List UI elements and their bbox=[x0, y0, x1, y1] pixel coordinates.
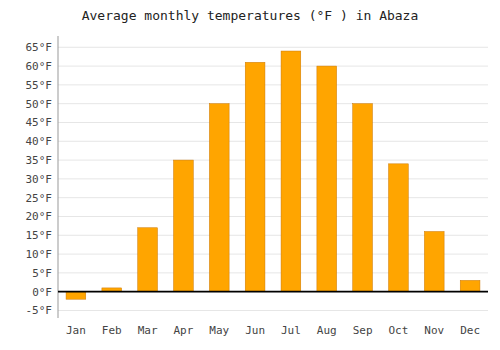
grid-line bbox=[58, 103, 488, 104]
grid-line bbox=[58, 178, 488, 179]
bar bbox=[353, 104, 373, 292]
page: {"chart_data": {"type": "bar", "title": … bbox=[0, 0, 500, 350]
bar bbox=[138, 228, 158, 292]
x-tick-label: Jul bbox=[281, 324, 301, 337]
bar bbox=[389, 164, 409, 292]
bar bbox=[460, 280, 480, 291]
y-tick-label: 5°F bbox=[32, 267, 52, 280]
grid bbox=[58, 47, 488, 310]
x-tick-label: Jan bbox=[66, 324, 86, 337]
x-tick-label: Jun bbox=[245, 324, 265, 337]
bar bbox=[209, 104, 229, 292]
x-tick-label: Feb bbox=[102, 324, 122, 337]
bars bbox=[66, 51, 480, 299]
y-tick-label: 35°F bbox=[26, 154, 53, 167]
title: Average monthly temperatures (°F ) in Ab… bbox=[82, 8, 419, 23]
y-tick-label: 40°F bbox=[26, 135, 53, 148]
x-tick-label: Apr bbox=[173, 324, 193, 337]
bar bbox=[245, 62, 265, 291]
grid-line bbox=[58, 197, 488, 198]
grid-line bbox=[58, 66, 488, 67]
x-tick-label: Nov bbox=[424, 324, 444, 337]
y-tick-label: 65°F bbox=[26, 41, 53, 54]
y-tick-label: 20°F bbox=[26, 210, 53, 223]
x-tick-label: Aug bbox=[317, 324, 337, 337]
grid-line bbox=[58, 160, 488, 161]
y-tick-label: 60°F bbox=[26, 60, 53, 73]
grid-line bbox=[58, 272, 488, 273]
x-tick-label: Mar bbox=[138, 324, 158, 337]
grid-line bbox=[58, 235, 488, 236]
zero-line bbox=[58, 291, 488, 293]
grid-line bbox=[58, 84, 488, 85]
y-tick-label: 45°F bbox=[26, 116, 53, 129]
y-tick-label: 30°F bbox=[26, 173, 53, 186]
grid-line bbox=[58, 310, 488, 311]
x-tick-label: May bbox=[209, 324, 229, 337]
y-tick-label: 10°F bbox=[26, 248, 53, 261]
y-tick-label: -5°F bbox=[26, 304, 53, 317]
y-axis-line bbox=[58, 36, 59, 318]
y-tick-label: 15°F bbox=[26, 229, 53, 242]
y-tick-label: 50°F bbox=[26, 98, 53, 111]
chart: Average monthly temperatures (°F ) in Ab… bbox=[0, 0, 500, 350]
y-tick-label: 25°F bbox=[26, 192, 53, 205]
x-tick-label: Dec bbox=[460, 324, 480, 337]
bar bbox=[66, 292, 86, 300]
grid-line bbox=[58, 216, 488, 217]
grid-line bbox=[58, 254, 488, 255]
grid-line bbox=[58, 141, 488, 142]
x-tick-label: Sep bbox=[353, 324, 373, 337]
grid-line bbox=[58, 291, 488, 292]
y-tick-label: 0°F bbox=[32, 286, 52, 299]
x-tick-label: Oct bbox=[388, 324, 408, 337]
bar bbox=[281, 51, 301, 292]
y-tick-label: 55°F bbox=[26, 79, 53, 92]
grid-line bbox=[58, 122, 488, 123]
bar bbox=[174, 160, 194, 292]
grid-line bbox=[58, 47, 488, 48]
bar bbox=[317, 66, 337, 292]
bar bbox=[424, 232, 444, 292]
